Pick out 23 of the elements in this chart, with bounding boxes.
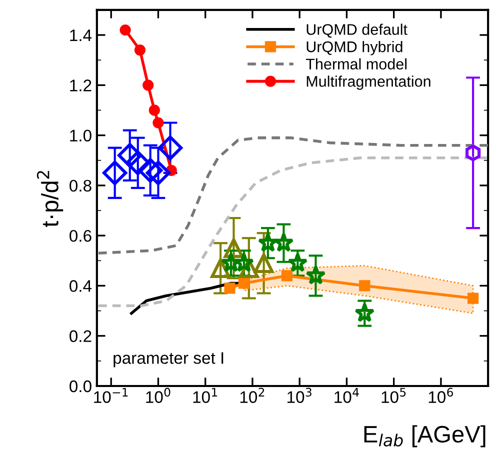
x-tick-label: 10$^{−1}$ bbox=[94, 388, 128, 403]
x-tick-label: 10$^{0}$ bbox=[146, 388, 170, 403]
x-tick-label: 10$^{2}$ bbox=[240, 388, 264, 403]
legend-label: Thermal model bbox=[306, 58, 406, 70]
y-axis-title: t·p/d$^{2}$ bbox=[36, 171, 64, 228]
legend-label: UrQMD hybrid bbox=[306, 40, 402, 56]
y-tick-label: 1.0 bbox=[70, 130, 92, 142]
y-tick-label: 0.0 bbox=[70, 380, 92, 392]
x-tick-label: 10$^{4}$ bbox=[334, 388, 359, 403]
y-tick-label: 1.4 bbox=[70, 30, 92, 42]
y-tick-label: 0.2 bbox=[70, 330, 92, 342]
x-axis-title: E$_{lab}$ [AGeV] bbox=[364, 425, 486, 448]
legend-label: UrQMD default bbox=[306, 24, 408, 38]
y-tick-label: 0.6 bbox=[70, 230, 92, 242]
y-tick-label: 1.2 bbox=[70, 80, 92, 92]
x-tick-label: 10$^{1}$ bbox=[193, 388, 218, 403]
legend-label: Multifragmentation bbox=[306, 76, 430, 90]
x-tick-label: 10$^{5}$ bbox=[382, 388, 406, 403]
x-tick-label: 10$^{3}$ bbox=[288, 388, 312, 403]
y-tick-label: 0.8 bbox=[70, 180, 92, 192]
y-tick-label: 0.4 bbox=[70, 280, 92, 292]
x-tick-label: 10$^{6}$ bbox=[428, 388, 453, 403]
annotation: parameter set I bbox=[114, 352, 224, 368]
